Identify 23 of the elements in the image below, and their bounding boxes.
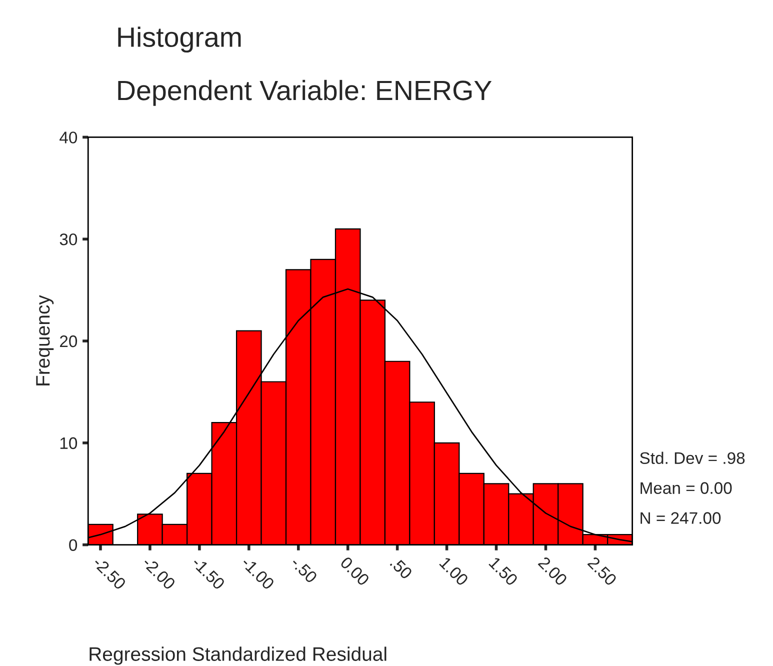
x-tick-label: 2.50 xyxy=(587,556,618,586)
x-tick-label: -1.00 xyxy=(240,556,275,590)
x-tick-label: 2.00 xyxy=(538,556,568,586)
text: Mean = 0.00 xyxy=(640,482,732,494)
chart-title: Histogram xyxy=(118,26,241,53)
x-tick-label: 1.50 xyxy=(488,556,518,586)
y-tick-label: 20 xyxy=(60,335,78,348)
y-axis-title: Frequency xyxy=(36,295,54,386)
x-tick-label: -2.50 xyxy=(92,556,127,590)
x-axis-title: Regression Standardized Residual xyxy=(90,646,386,665)
x-tick-label: -.50 xyxy=(290,556,318,584)
y-tick-label: 10 xyxy=(60,437,78,450)
x-tick-label: 0.00 xyxy=(340,556,370,586)
chart-subtitle: Dependent Variable: ENERGY xyxy=(118,80,492,106)
text: N = 247.00 xyxy=(640,512,721,524)
x-tick-label: .50 xyxy=(390,556,413,580)
x-tick-label: 1.00 xyxy=(439,556,469,586)
y-tick-label: 0 xyxy=(69,539,78,551)
x-tick-label: -1.50 xyxy=(191,556,226,590)
y-tick-label: 30 xyxy=(60,233,78,246)
x-tick-label: -2.00 xyxy=(142,556,176,590)
text: Std. Dev = .98 xyxy=(640,452,745,464)
y-tick-label: 40 xyxy=(60,132,78,144)
